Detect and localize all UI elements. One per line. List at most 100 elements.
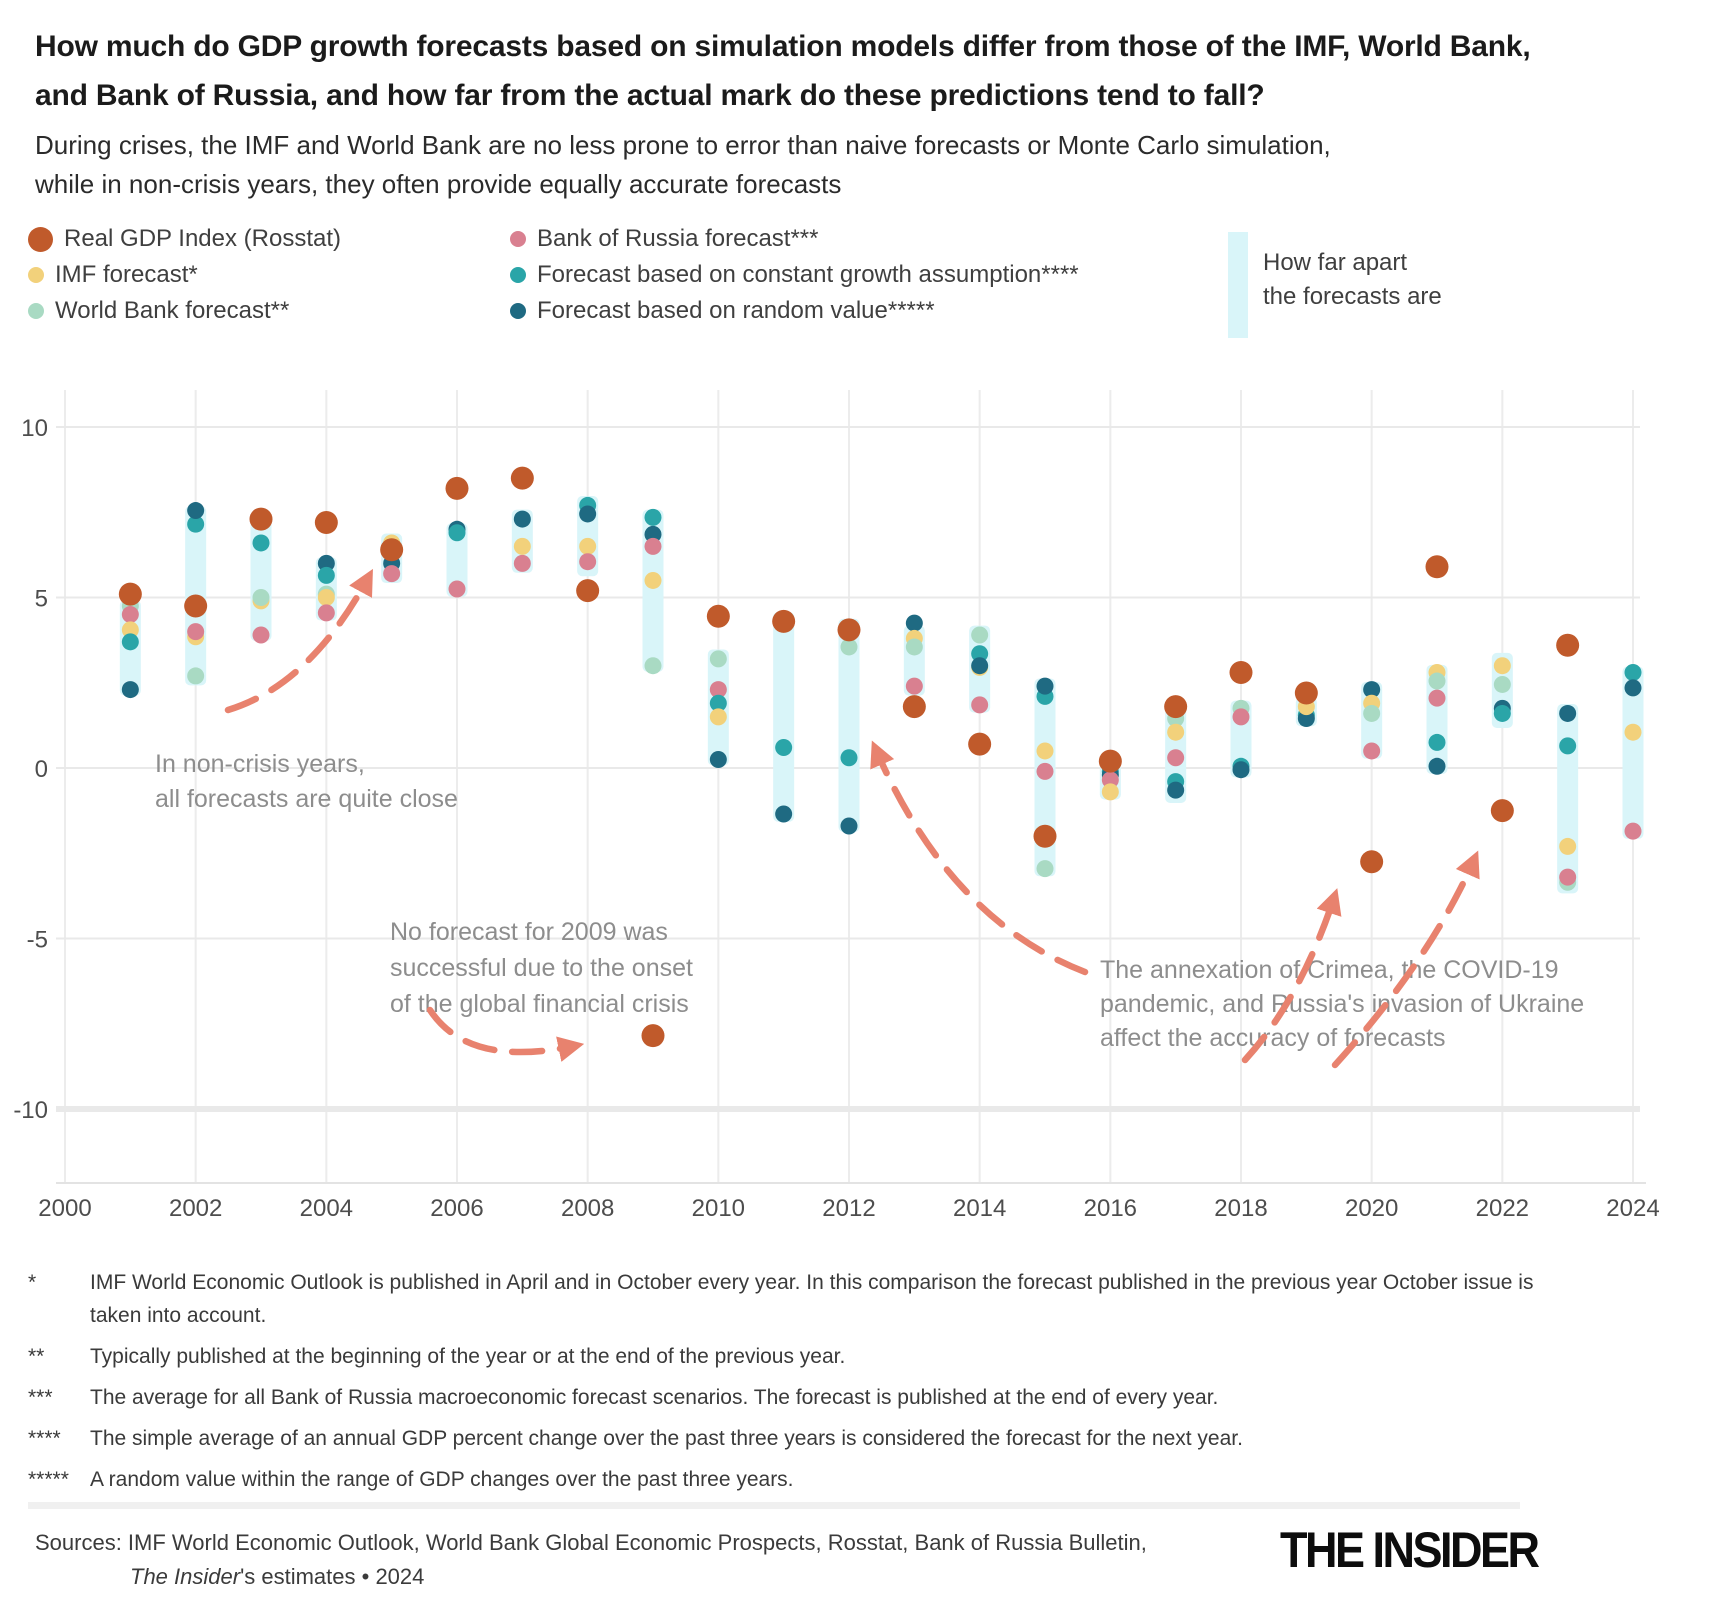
dot-real-2013 — [902, 695, 926, 719]
footnote-1: * IMF World Economic Outlook is published… — [28, 1266, 1708, 1332]
legend-item-wb: World Bank forecast** — [28, 297, 289, 325]
spread-band-2006 — [446, 523, 468, 597]
dot-random-2011 — [775, 805, 793, 823]
dot-cbr-2007 — [513, 554, 531, 572]
dot-real-2019 — [1294, 681, 1318, 705]
spread-band-2012 — [838, 618, 860, 832]
footnote-marker: ***** — [28, 1468, 69, 1491]
x-tick-2000: 2000 — [38, 1195, 91, 1222]
footnote-3: *** The average for all Bank of Russia ma… — [28, 1381, 1708, 1414]
dot-imf-2008 — [579, 537, 597, 555]
dot-random-2012 — [840, 817, 858, 835]
dot-random-2002 — [187, 502, 205, 520]
legend-item-cbr: Bank of Russia forecast*** — [510, 225, 818, 253]
footnote-marker: * — [28, 1271, 37, 1294]
x-tick-2006: 2006 — [430, 1195, 483, 1222]
dot-random-2013 — [905, 614, 923, 632]
arrow-2014-icon — [870, 740, 1089, 976]
dot-random-2020 — [1363, 681, 1381, 699]
chart-svg: 10 5 0 -5 -10 2000 2002 2004 2006 2008 2010 2012 201… — [13, 390, 1660, 1222]
dot-random-2024 — [1624, 679, 1642, 697]
dot-random-2001 — [121, 681, 139, 699]
dot-cbr-2008 — [579, 553, 597, 571]
dot-cbr-2001 — [121, 606, 139, 624]
dot-const-2023 — [1559, 737, 1577, 755]
dot-wb-2012 — [840, 638, 858, 656]
legend-dot-wb-icon — [28, 303, 44, 319]
x-tick-2020: 2020 — [1345, 1195, 1398, 1222]
dot-const-2022 — [1493, 704, 1511, 722]
legend-item-real: Real GDP Index (Rosstat) — [28, 225, 341, 253]
footnote-text: IMF World Economic Outlook is published … — [90, 1271, 1534, 1327]
dot-imf-2015 — [1036, 742, 1054, 760]
legend-label-random: Forecast based on random value***** — [537, 297, 935, 324]
dot-real-2011 — [772, 609, 796, 633]
dot-real-2014 — [968, 732, 992, 756]
dot-imf-2017 — [1167, 723, 1185, 741]
x-tick-2014: 2014 — [953, 1195, 1006, 1222]
x-tick-2016: 2016 — [1084, 1195, 1137, 1222]
dot-real-2001 — [118, 582, 142, 606]
dot-wb-2014 — [971, 626, 989, 644]
title-line-1: How much do GDP growth forecasts based o… — [35, 30, 1531, 63]
dot-cbr-2006 — [448, 580, 466, 598]
spread-band-2011 — [773, 611, 795, 822]
dot-random-2023 — [1559, 704, 1577, 722]
dot-wb-2021 — [1428, 672, 1446, 690]
dot-real-2020 — [1360, 850, 1384, 874]
band-legend-label-line1: How far apart — [1263, 249, 1408, 276]
dot-imf-2007 — [513, 537, 531, 555]
dot-real-2016 — [1098, 749, 1122, 773]
dot-const-2006 — [448, 524, 466, 542]
dot-real-2023 — [1556, 633, 1580, 657]
dot-random-2004 — [317, 554, 335, 572]
legend-dot-imf-icon — [28, 267, 44, 283]
dot-random-2007 — [513, 510, 531, 528]
dot-real-2010 — [706, 604, 730, 628]
x-tick-2002: 2002 — [169, 1195, 222, 1222]
footnote-2: ** Typically published at the beginning o… — [28, 1340, 1708, 1373]
dot-cbr-2020 — [1363, 742, 1381, 760]
dot-random-2010 — [709, 750, 727, 768]
footnote-text: Typically published at the beginning of … — [90, 1345, 846, 1368]
dot-cbr-2023 — [1559, 868, 1577, 886]
footnote-marker: *** — [28, 1386, 53, 1409]
legend-dot-const-icon — [510, 267, 526, 283]
dot-const-2001 — [121, 633, 139, 651]
dot-const-2003 — [252, 534, 270, 552]
y-tick--10: -10 — [13, 1097, 48, 1124]
footnote-4: **** The simple average of an annual GDP … — [28, 1422, 1708, 1455]
dot-cbr-2005 — [383, 565, 401, 583]
sources: Sources: IMF World Economic Outlook, Wor… — [35, 1526, 1147, 1594]
dot-real-2017 — [1164, 695, 1188, 719]
dot-cbr-2024 — [1624, 822, 1642, 840]
sources-line-1: Sources: IMF World Economic Outlook, Wor… — [35, 1530, 1147, 1555]
dot-random-2008 — [579, 505, 597, 523]
publisher-logo: THE INSIDER — [1280, 1521, 1540, 1579]
x-tick-2008: 2008 — [561, 1195, 614, 1222]
footnote-marker: ** — [28, 1345, 45, 1368]
legend-label-wb: World Bank forecast** — [55, 297, 290, 324]
dot-real-2007 — [510, 466, 534, 490]
dot-cbr-2017 — [1167, 749, 1185, 767]
dot-cbr-2010 — [709, 681, 727, 699]
legend-dot-cbr-icon — [510, 231, 526, 247]
dot-const-2009 — [644, 508, 662, 526]
dot-imf-2010 — [709, 708, 727, 726]
legend-label-real: Real GDP Index (Rosstat) — [64, 225, 341, 252]
dot-real-2012 — [837, 618, 861, 642]
dot-const-2002 — [187, 515, 205, 533]
dot-wb-2010 — [709, 650, 727, 668]
sources-line-2-rest: 's estimates • 2024 — [240, 1564, 425, 1589]
footnote-text: The average for all Bank of Russia macro… — [90, 1386, 1219, 1409]
dot-cbr-2015 — [1036, 762, 1054, 780]
dot-random-2014 — [971, 657, 989, 675]
dot-real-2009 — [641, 1024, 665, 1048]
dot-random-2015 — [1036, 677, 1054, 695]
dot-real-2005 — [380, 538, 404, 562]
dot-real-2018 — [1229, 661, 1253, 685]
spread-band-2024 — [1622, 666, 1644, 839]
page-title: How much do GDP growth forecasts based o… — [35, 22, 1715, 120]
y-tick--5: -5 — [27, 927, 48, 954]
